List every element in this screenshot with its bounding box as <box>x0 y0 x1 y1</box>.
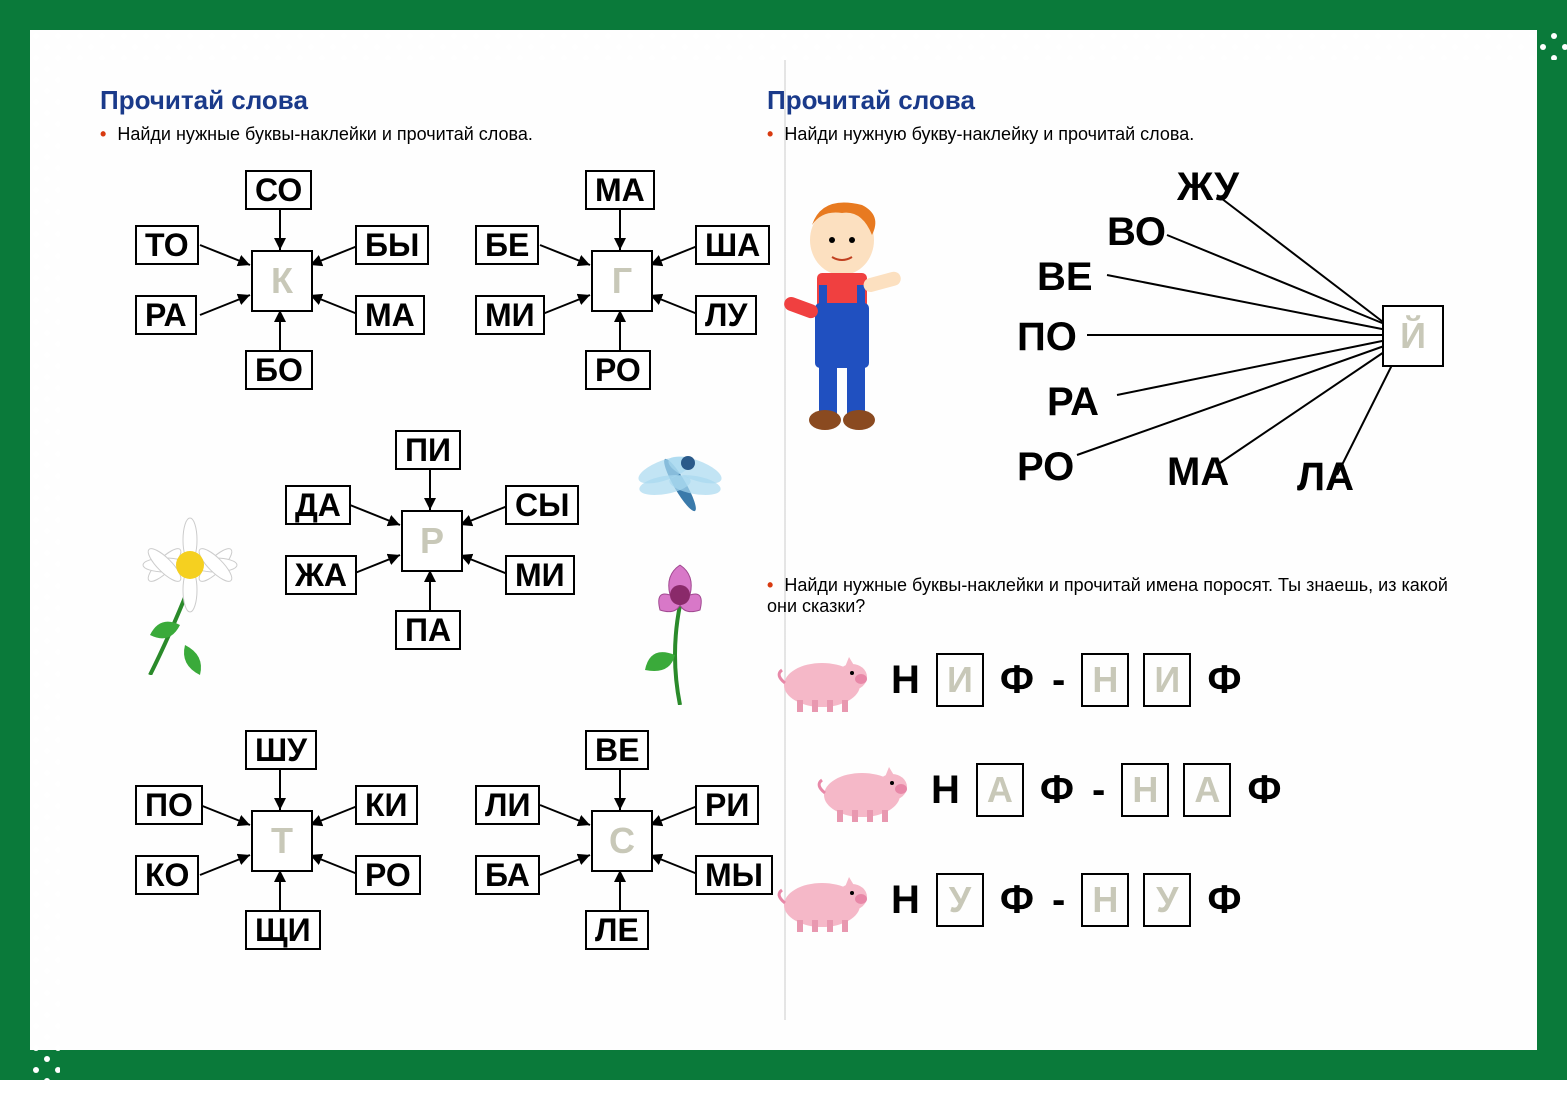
syll: МИ <box>475 295 545 335</box>
syll: ПА <box>395 610 461 650</box>
letter-blank: И <box>936 653 984 707</box>
letter: Н <box>891 658 920 703</box>
pig-row-1: Н И Ф - Н И Ф <box>767 645 1246 715</box>
syll: ВЕ <box>1037 255 1093 300</box>
pink-flower-icon <box>620 545 740 705</box>
letter-blank: Н <box>1081 653 1129 707</box>
right-page: Прочитай слова • Найди нужную букву-накл… <box>767 85 1467 995</box>
cluster-k: СО ТО БЫ РА МА БО К <box>130 165 430 395</box>
letter: Н <box>891 878 920 923</box>
syll: ЩИ <box>245 910 321 950</box>
left-title: Прочитай слова <box>100 85 800 116</box>
syll: ДА <box>285 485 351 525</box>
left-page: Прочитай слова • Найди нужные буквы-накл… <box>100 85 800 995</box>
letter: Ф <box>1000 658 1034 703</box>
syll: МИ <box>505 555 575 595</box>
syll: МА <box>585 170 655 210</box>
syll: МА <box>1167 450 1229 495</box>
page-border: Прочитай слова • Найди нужные буквы-накл… <box>0 0 1567 1080</box>
center-t: Т <box>251 810 313 872</box>
center-g: Г <box>591 250 653 312</box>
bullet-icon: • <box>100 124 106 144</box>
letter-blank: У <box>936 873 984 927</box>
syll: РО <box>1017 445 1074 490</box>
letter: Ф <box>1000 878 1034 923</box>
center-r: Р <box>401 510 463 572</box>
syll: КИ <box>355 785 418 825</box>
syll: ША <box>695 225 770 265</box>
letter-blank: А <box>1183 763 1231 817</box>
syll: ЛЕ <box>585 910 649 950</box>
syll: БА <box>475 855 540 895</box>
syll: РА <box>1047 380 1099 425</box>
letter-blank: Н <box>1121 763 1169 817</box>
syll: БО <box>245 350 313 390</box>
syll: МЫ <box>695 855 773 895</box>
letter-blank: У <box>1143 873 1191 927</box>
right-instruction-2: • Найди нужные буквы-наклейки и прочитай… <box>767 575 1467 617</box>
syll: РИ <box>695 785 759 825</box>
letter-blank: А <box>976 763 1024 817</box>
letter: Ф <box>1207 658 1241 703</box>
letter-blank: И <box>1143 653 1191 707</box>
dragonfly-icon <box>620 435 740 535</box>
letter: Н <box>931 768 960 813</box>
syll: ТО <box>135 225 199 265</box>
syll: РО <box>585 350 651 390</box>
left-instruction: • Найди нужные буквы-наклейки и прочитай… <box>100 124 800 145</box>
syll: ПО <box>1017 315 1077 360</box>
letter: Ф <box>1207 878 1241 923</box>
star-cluster: ЖУ ВО ВЕ ПО РА РО МА ЛА Й <box>917 155 1447 505</box>
letter: Ф <box>1247 768 1281 813</box>
syll: КО <box>135 855 199 895</box>
syll: СО <box>245 170 312 210</box>
pig-icon <box>767 865 877 935</box>
pig-icon <box>807 755 917 825</box>
bullet-icon: • <box>767 124 773 144</box>
syll: БЕ <box>475 225 539 265</box>
syll: СЫ <box>505 485 579 525</box>
bullet-icon: • <box>767 575 773 595</box>
syll: ЛА <box>1297 455 1354 500</box>
letter: Ф <box>1040 768 1074 813</box>
syll: МА <box>355 295 425 335</box>
pig-row-2: Н А Ф - Н А Ф <box>807 755 1286 825</box>
pig-icon <box>767 645 877 715</box>
daisy-icon <box>130 485 260 675</box>
syll: РО <box>355 855 421 895</box>
right-instr1-text: Найди нужную букву-наклейку и прочитай с… <box>784 124 1194 144</box>
syll: ШУ <box>245 730 317 770</box>
syll: ЖУ <box>1177 165 1239 210</box>
dash: - <box>1052 878 1065 923</box>
syll: БЫ <box>355 225 429 265</box>
syll: ПО <box>135 785 203 825</box>
syll: ПИ <box>395 430 461 470</box>
syll: ВО <box>1107 210 1166 255</box>
syll: ЛИ <box>475 785 540 825</box>
letter-blank: Н <box>1081 873 1129 927</box>
syll: ВЕ <box>585 730 649 770</box>
right-title: Прочитай слова <box>767 85 1467 116</box>
right-instr2-text: Найди нужные буквы-наклейки и прочитай и… <box>767 575 1448 616</box>
syll: РА <box>135 295 197 335</box>
left-instr-text: Найди нужные буквы-наклейки и прочитай с… <box>117 124 533 144</box>
dash: - <box>1052 658 1065 703</box>
center-s: С <box>591 810 653 872</box>
cluster-r: ПИ ДА СЫ ЖА МИ ПА Р <box>280 425 580 655</box>
dash: - <box>1092 768 1105 813</box>
pig-row-3: Н У Ф - Н У Ф <box>767 865 1246 935</box>
boy-icon <box>767 185 917 445</box>
center-j: Й <box>1382 305 1444 367</box>
syll: ЖА <box>285 555 357 595</box>
cluster-t: ШУ ПО КИ КО РО ЩИ Т <box>130 725 430 955</box>
right-instruction-1: • Найди нужную букву-наклейку и прочитай… <box>767 124 1467 145</box>
cluster-s: ВЕ ЛИ РИ БА МЫ ЛЕ С <box>470 725 770 955</box>
syll: ЛУ <box>695 295 757 335</box>
center-k: К <box>251 250 313 312</box>
cluster-g: МА БЕ ША МИ ЛУ РО Г <box>470 165 770 395</box>
